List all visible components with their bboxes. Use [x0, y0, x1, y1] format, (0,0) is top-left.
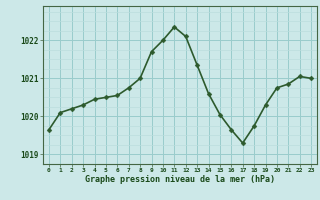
X-axis label: Graphe pression niveau de la mer (hPa): Graphe pression niveau de la mer (hPa) — [85, 175, 275, 184]
